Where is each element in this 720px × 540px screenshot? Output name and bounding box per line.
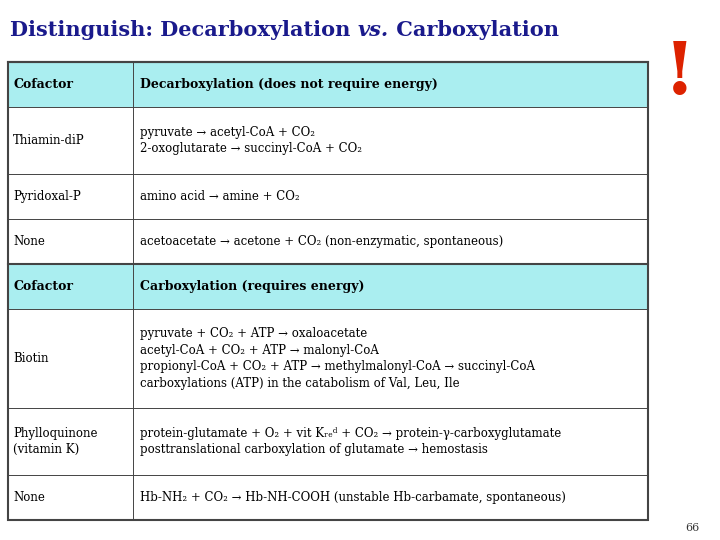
Bar <box>8 107 648 174</box>
Text: acetoacetate → acetone + CO₂ (non-enzymatic, spontaneous): acetoacetate → acetone + CO₂ (non-enzyma… <box>140 235 503 248</box>
Text: Cofactor: Cofactor <box>13 280 73 293</box>
Bar <box>8 309 648 408</box>
Text: Cofactor: Cofactor <box>13 78 73 91</box>
Bar <box>8 264 648 309</box>
Text: amino acid → amine + CO₂: amino acid → amine + CO₂ <box>140 190 300 203</box>
Text: Hb-NH₂ + CO₂ → Hb-NH-COOH (unstable Hb-carbamate, spontaneous): Hb-NH₂ + CO₂ → Hb-NH-COOH (unstable Hb-c… <box>140 491 566 504</box>
Bar <box>8 174 648 219</box>
Text: Biotin: Biotin <box>13 352 48 365</box>
Text: Pyridoxal-P: Pyridoxal-P <box>13 190 81 203</box>
Text: Phylloquinone
(vitamin K): Phylloquinone (vitamin K) <box>13 427 97 456</box>
Bar <box>8 475 648 520</box>
Text: Thiamin-diP: Thiamin-diP <box>13 134 85 147</box>
Bar <box>8 408 648 475</box>
Bar <box>8 62 648 107</box>
Text: protein-glutamate + O₂ + vit Kᵣₑᵈ + CO₂ → protein-γ-carboxyglutamate
posttransla: protein-glutamate + O₂ + vit Kᵣₑᵈ + CO₂ … <box>140 427 561 456</box>
Bar <box>8 62 648 520</box>
Text: vs.: vs. <box>358 20 389 40</box>
Text: None: None <box>13 235 45 248</box>
Text: Decarboxylation (does not require energy): Decarboxylation (does not require energy… <box>140 78 438 91</box>
Text: Carboxylation: Carboxylation <box>389 20 559 40</box>
Text: pyruvate → acetyl-CoA + CO₂
2-oxoglutarate → succinyl-CoA + CO₂: pyruvate → acetyl-CoA + CO₂ 2-oxoglutara… <box>140 126 362 156</box>
Text: !: ! <box>664 38 696 109</box>
Text: pyruvate + CO₂ + ATP → oxaloacetate
acetyl-CoA + CO₂ + ATP → malonyl-CoA
propion: pyruvate + CO₂ + ATP → oxaloacetate acet… <box>140 327 535 389</box>
Text: Distinguish: Decarboxylation: Distinguish: Decarboxylation <box>10 20 358 40</box>
Text: Carboxylation (requires energy): Carboxylation (requires energy) <box>140 280 364 293</box>
Text: 66: 66 <box>685 523 700 533</box>
Bar <box>8 219 648 264</box>
Text: None: None <box>13 491 45 504</box>
